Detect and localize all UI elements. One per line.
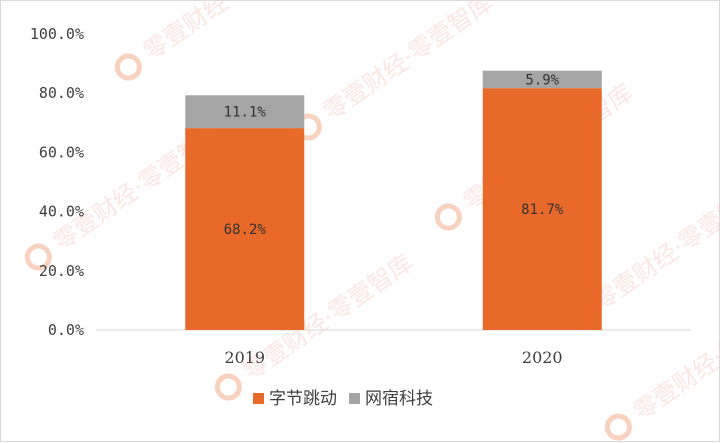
legend-swatch xyxy=(349,393,360,404)
watermark-text: 零壹财经·零壹智库 xyxy=(628,288,720,425)
legend: 字节跳动 网宿科技 xyxy=(253,389,433,409)
data-label: 68.2% xyxy=(224,222,267,238)
x-tick-label: 2020 xyxy=(522,348,563,367)
y-tick-label: 20.0% xyxy=(39,262,84,280)
watermark: 零壹财经·零壹智库 xyxy=(114,1,318,81)
watermark: 零壹财经·零壹智库 xyxy=(294,1,498,141)
x-tick-label: 2019 xyxy=(224,348,265,367)
y-tick-label: 80.0% xyxy=(39,84,84,102)
watermark-logo-icon xyxy=(434,203,462,231)
bar-网宿科技-2019 xyxy=(185,95,305,129)
watermark-logo-icon xyxy=(114,53,142,81)
y-tick-label: 100.0% xyxy=(30,25,84,43)
watermark-layer: 零壹财经·零壹智库零壹财经·零壹智库零壹财经·零壹智库零壹财经·零壹智库零壹财经… xyxy=(24,1,720,441)
y-axis: 0.0% 20.0% 40.0% 60.0% 80.0% 100.0% xyxy=(30,25,84,339)
bar-网宿科技-2020 xyxy=(482,70,602,89)
legend-label: 字节跳动 xyxy=(269,389,337,409)
watermark-text: 零壹财经·零壹智库 xyxy=(588,178,720,315)
data-label: 81.7% xyxy=(521,202,564,218)
watermark: 零壹财经·零壹智库 xyxy=(604,288,720,441)
watermark-text: 零壹财经·零壹智库 xyxy=(138,1,318,66)
data-label: 11.1% xyxy=(224,105,267,121)
watermark-text: 零壹财经·零壹智库 xyxy=(318,1,498,126)
watermark-logo-icon xyxy=(604,413,632,441)
y-tick-label: 60.0% xyxy=(39,143,84,161)
legend-swatch xyxy=(253,393,264,404)
legend-label: 网宿科技 xyxy=(365,389,433,409)
bar-字节跳动-2020 xyxy=(482,88,602,330)
x-axis-labels: 2019 2020 xyxy=(224,348,562,367)
bar-字节跳动-2019 xyxy=(185,128,305,330)
y-tick-label: 0.0% xyxy=(48,321,84,339)
watermark-logo-icon xyxy=(24,243,52,271)
bars-layer: 68.2% 11.1% 81.7% 5.9% xyxy=(185,70,602,330)
data-label: 5.9% xyxy=(525,72,559,88)
watermark-logo-icon xyxy=(214,373,242,401)
y-tick-label: 40.0% xyxy=(39,203,84,221)
